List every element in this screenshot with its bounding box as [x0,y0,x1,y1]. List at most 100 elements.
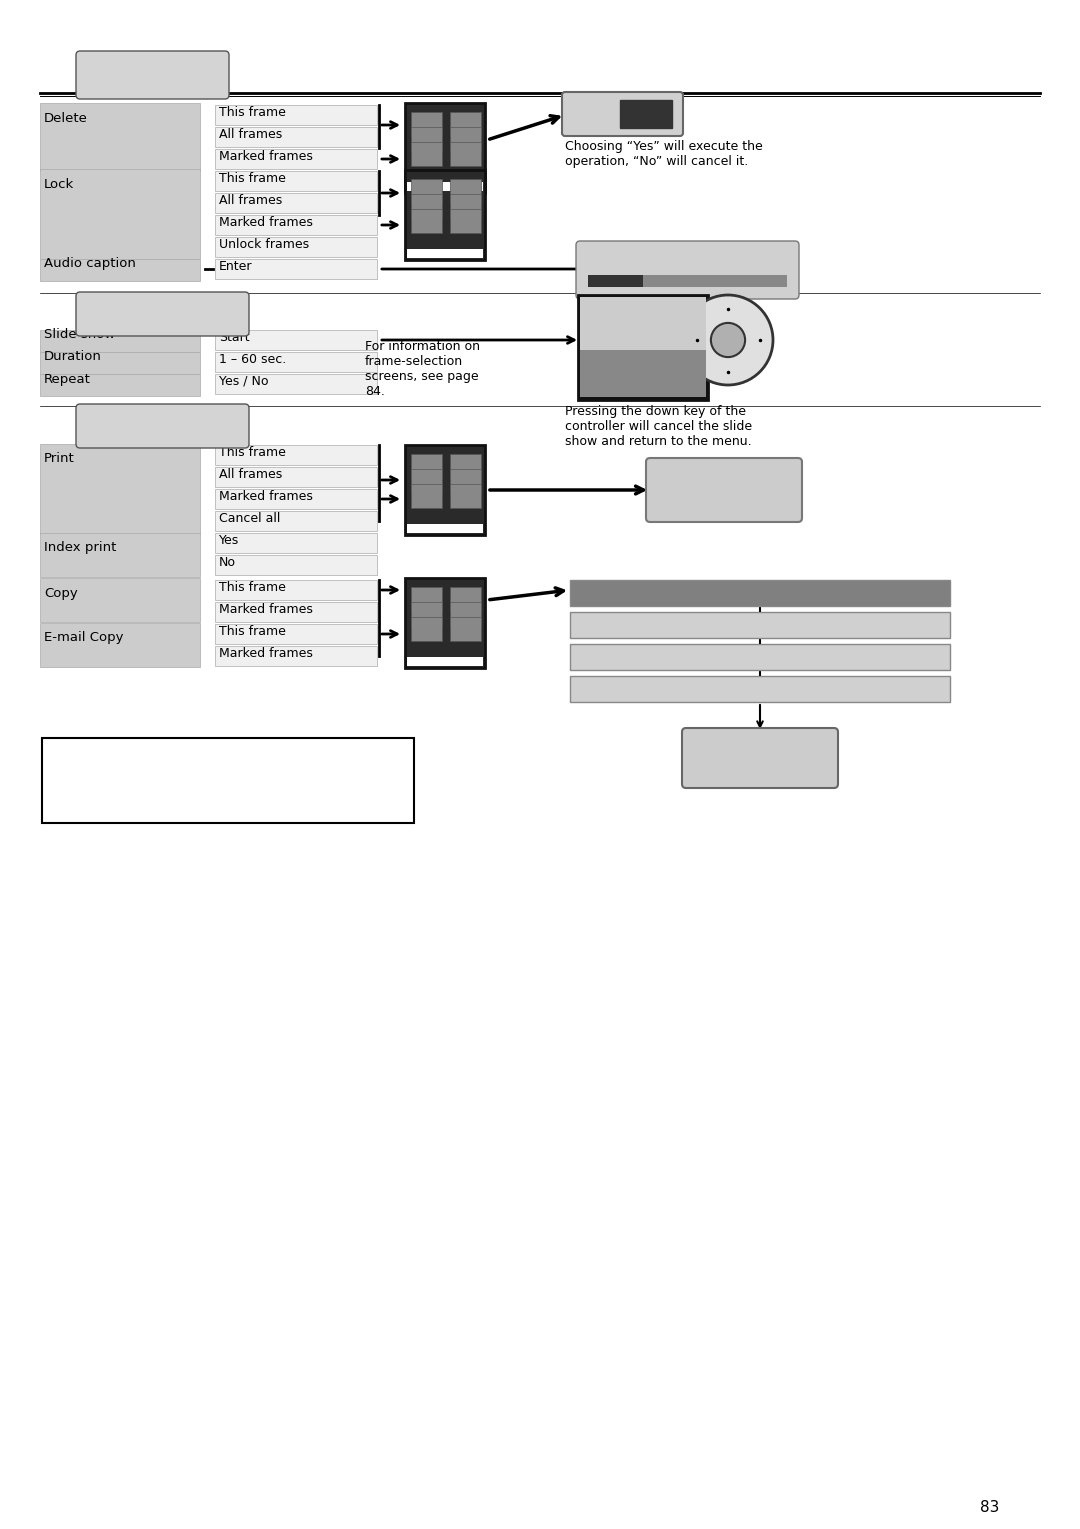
Bar [450,469,481,494]
Text: Audio caption: Audio caption [44,257,136,271]
Bar [215,466,377,488]
FancyBboxPatch shape [646,459,802,521]
Text: Index print: Index print [44,541,117,555]
Bar [411,194,442,219]
Bar [215,375,377,394]
Bar [450,454,481,479]
Bar [411,454,442,479]
Bar [450,127,481,151]
Bar [215,534,377,553]
Text: Yes / No: Yes / No [219,375,269,388]
Text: Unlock frames: Unlock frames [219,239,309,251]
FancyBboxPatch shape [576,242,799,300]
Circle shape [683,295,773,385]
Text: Pressing the down key of the
controller will cancel the slide
show and return to: Pressing the down key of the controller … [565,405,752,448]
Bar [411,112,442,136]
Text: This frame: This frame [219,625,286,638]
Text: Cancel all: Cancel all [219,512,281,524]
Text: 2 Change card.: 2 Change card. [576,616,672,628]
Text: All frames: All frames [219,194,282,206]
Bar [411,616,442,641]
Bar [40,102,200,171]
Bar [407,524,483,534]
Bar [411,127,442,151]
Bar [215,106,377,125]
Text: Delete: Delete [44,112,87,124]
Bar [588,275,787,287]
Bar [215,511,377,531]
Bar [450,179,481,203]
Bar [578,295,708,401]
Bar [40,375,200,396]
Bar [450,142,481,167]
Text: Repeat: Repeat [44,373,91,385]
Bar [40,170,200,258]
Text: 4 Copying completed.: 4 Copying completed. [576,680,714,693]
Text: Basic: Basic [125,57,178,75]
Bar [215,127,377,147]
Bar [580,297,706,350]
Text: Yes: Yes [219,534,240,547]
Bar [411,602,442,627]
Bar [215,193,377,213]
Bar [411,469,442,494]
Bar [215,555,377,575]
Bar [570,644,950,670]
Bar [215,645,377,667]
Text: Marked frames: Marked frames [219,150,313,164]
Text: Print: Print [44,453,75,465]
Text: Lock: Lock [44,177,75,191]
Bar [40,330,200,352]
Text: Marked frames: Marked frames [219,647,313,661]
Text: E-mail Copy: E-mail Copy [44,631,123,645]
Text: Custom 2: Custom 2 [114,410,210,428]
Bar [411,208,442,232]
Text: 1 Copying to camera memory.: 1 Copying to camera memory. [576,584,766,596]
Bar [215,148,377,170]
Text: 🎤 Recording audio: 🎤 Recording audio [588,252,714,266]
Bar [405,445,485,535]
Bar [40,443,200,534]
Text: Yes: Yes [577,102,597,116]
Bar [407,249,483,258]
Bar [40,622,200,667]
Text: For information on
frame-selection
screens, see page
84.: For information on frame-selection scree… [365,339,480,398]
Bar [407,182,483,191]
Bar [450,587,481,612]
Text: Marked frames: Marked frames [219,216,313,229]
FancyBboxPatch shape [76,292,249,336]
Text: Copy: Copy [44,587,78,599]
Bar [215,216,377,235]
Text: This frame: This frame [219,171,286,185]
Text: This frame: This frame [219,446,286,459]
Bar [215,258,377,278]
Text: Custom 1: Custom 1 [114,298,210,317]
Bar [450,483,481,508]
Text: 1 – 60 sec.: 1 – 60 sec. [219,353,286,365]
Text: Marked frames: Marked frames [219,602,313,616]
FancyBboxPatch shape [76,50,229,99]
Bar [620,99,672,128]
Text: Number of
copies: Number of copies [689,469,759,498]
Bar [405,170,485,260]
FancyBboxPatch shape [681,728,838,787]
Bar [570,579,950,605]
Bar [215,352,377,372]
Bar [215,579,377,599]
Bar [411,142,442,167]
Text: Duration: Duration [44,350,102,364]
Bar [215,171,377,191]
Text: Slide show: Slide show [44,329,116,341]
Text: Enter: Enter [219,260,253,274]
Bar [40,352,200,375]
Text: This frame: This frame [219,581,286,593]
Bar [450,208,481,232]
Text: All frames: All frames [219,468,282,482]
Bar [411,179,442,203]
Bar [215,489,377,509]
Text: Marked frames: Marked frames [219,489,313,503]
Text: Start: Start [219,330,249,344]
Bar [580,350,706,396]
Bar [450,194,481,219]
Text: All frames: All frames [219,128,282,141]
